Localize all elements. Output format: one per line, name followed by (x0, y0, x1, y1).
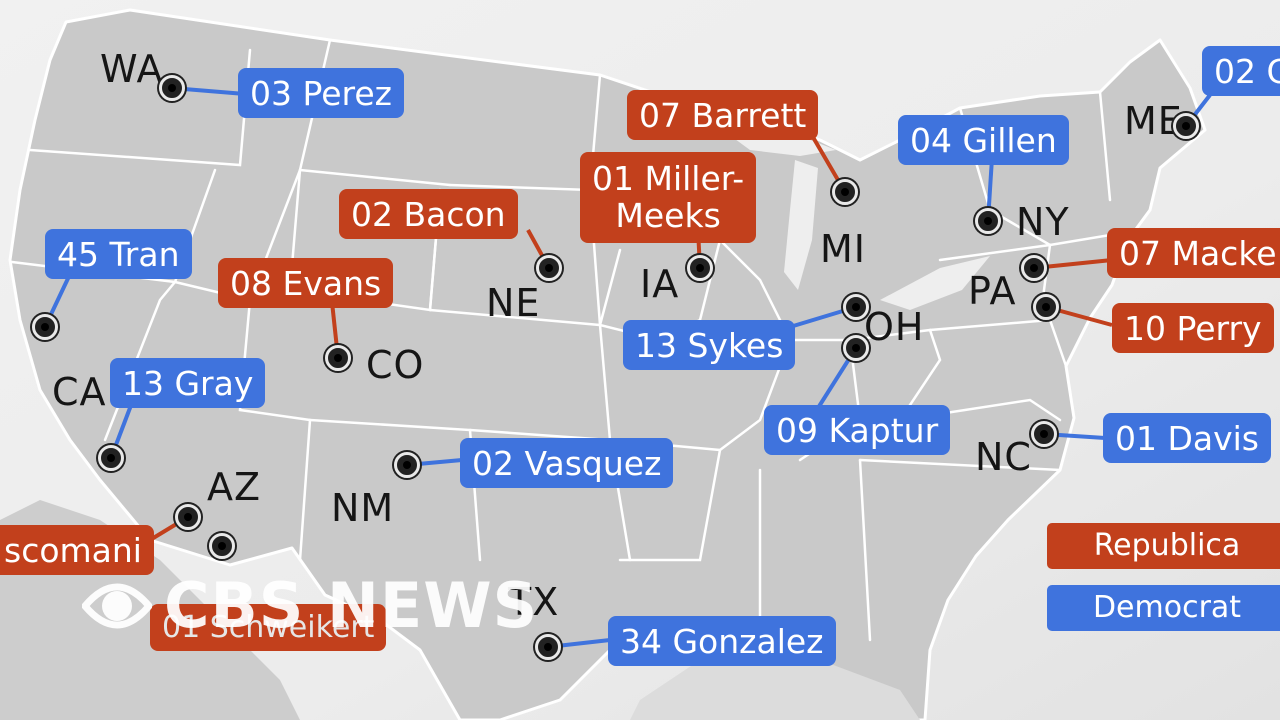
tag-az-01[interactable]: 01 Schweikert (150, 604, 387, 651)
pin-az-06 (175, 504, 201, 530)
tag-mi-07[interactable]: 07 Barrett (627, 90, 819, 140)
tag-ca-45[interactable]: 45 Tran (45, 229, 192, 279)
pin-oh-09 (843, 335, 869, 361)
state-label-pa: PA (968, 269, 1017, 313)
tag-ia-01[interactable]: 01 Miller- Meeks (580, 152, 757, 243)
tag-pa-07[interactable]: 07 Macke (1107, 228, 1280, 278)
pin-ca-13 (98, 445, 124, 471)
pin-pa-10 (1033, 294, 1059, 320)
state-label-co: CO (366, 343, 425, 387)
tag-az-06[interactable]: scomani (0, 525, 154, 575)
tag-oh-09[interactable]: 09 Kaptur (764, 405, 951, 455)
tag-wa-03[interactable]: 03 Perez (238, 68, 404, 118)
leader-pa-07 (1033, 258, 1113, 270)
pin-ne-02 (536, 255, 562, 281)
state-label-ny: NY (1016, 200, 1070, 244)
pin-nc-01 (1031, 421, 1057, 447)
cbs-news-watermark: CBS NEWS (82, 570, 538, 642)
pin-az-01 (209, 533, 235, 559)
state-label-ne: NE (486, 281, 541, 325)
state-label-az: AZ (207, 465, 262, 509)
state-label-tx: TX (508, 580, 560, 624)
tag-tx-34[interactable]: 34 Gonzalez (608, 616, 836, 666)
pin-ia-01 (687, 255, 713, 281)
state-label-nm: NM (331, 486, 395, 530)
tag-pa-10[interactable]: 10 Perry (1112, 303, 1274, 353)
state-label-mi: MI (820, 227, 866, 271)
pin-ca-45 (32, 314, 58, 340)
state-label-oh: OH (864, 305, 925, 349)
tag-oh-13[interactable]: 13 Sykes (623, 320, 796, 370)
legend-republican: Republica (1047, 523, 1280, 569)
cbs-eye-icon (82, 583, 152, 629)
pin-oh-13 (843, 294, 869, 320)
gulf-shading (630, 660, 920, 720)
pin-mi-07 (832, 179, 858, 205)
tag-ca-13[interactable]: 13 Gray (110, 358, 266, 408)
tag-nc-01[interactable]: 01 Davis (1103, 413, 1272, 463)
pin-co-08 (325, 345, 351, 371)
pin-me-02 (1173, 113, 1199, 139)
lake-michigan (784, 160, 818, 290)
tag-ny-04[interactable]: 04 Gillen (898, 115, 1069, 165)
pin-wa-03 (159, 75, 185, 101)
state-label-nc: NC (975, 435, 1032, 479)
pin-ny-04 (975, 208, 1001, 234)
pin-nm-02 (394, 452, 420, 478)
state-label-ca: CA (52, 370, 107, 414)
legend-democrat: Democrat (1047, 585, 1280, 631)
tag-me-02[interactable]: 02 G (1202, 46, 1280, 96)
tag-ne-02[interactable]: 02 Bacon (339, 189, 518, 239)
state-label-me: ME (1124, 99, 1183, 143)
state-label-ia: IA (640, 262, 680, 306)
lake-erie (880, 256, 990, 310)
state-label-wa: WA (100, 47, 164, 91)
tag-co-08[interactable]: 08 Evans (218, 258, 394, 308)
pin-pa-07 (1021, 255, 1047, 281)
watermark-text: CBS NEWS (164, 569, 539, 642)
pin-tx-34 (535, 634, 561, 660)
tag-nm-02[interactable]: 02 Vasquez (460, 438, 674, 488)
